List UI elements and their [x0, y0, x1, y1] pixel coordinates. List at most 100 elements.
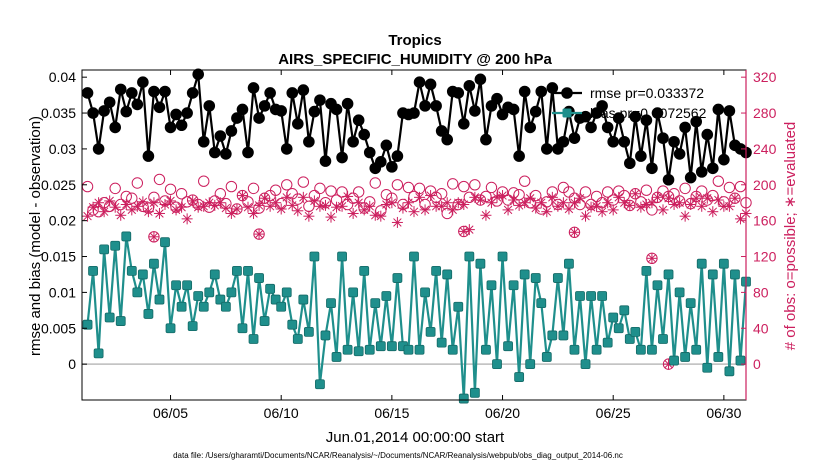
- rmse-point: [242, 146, 254, 159]
- obs-evaluated-point: [674, 197, 686, 209]
- rmse-point: [236, 103, 249, 116]
- bias-point: [88, 265, 98, 276]
- bias-point: [198, 301, 209, 312]
- obs-possible-point: [153, 173, 166, 186]
- rmse-point: [541, 143, 553, 155]
- bias-point: [630, 326, 641, 337]
- x-tick-label: 06/20: [485, 405, 520, 421]
- obs-evaluated-point: [231, 203, 243, 215]
- bias-point: [658, 334, 668, 344]
- obs-possible-point: [109, 182, 121, 195]
- obs-evaluated-point: [259, 192, 271, 204]
- obs-evaluated-point: [552, 200, 564, 212]
- y2-tick-label: 240: [753, 141, 777, 157]
- bias-point: [187, 321, 198, 332]
- obs-evaluated-point: [93, 197, 105, 209]
- obs-evaluated-point: [602, 197, 614, 209]
- obs-evaluated-point: [181, 213, 193, 225]
- rmse-point: [684, 171, 697, 184]
- obs-evaluated-point: [187, 195, 199, 207]
- bias-point: [409, 251, 419, 262]
- obs-evaluated-point: [253, 228, 265, 240]
- obs-evaluated-point: [319, 199, 331, 211]
- obs-evaluated-point: [701, 192, 713, 204]
- rmse-point: [441, 133, 454, 146]
- obs-evaluated-point: [347, 207, 359, 219]
- bias-point: [359, 265, 370, 276]
- rmse-point: [380, 139, 393, 152]
- obs-evaluated-point: [646, 252, 658, 264]
- obs-evaluated-point: [607, 204, 619, 216]
- bias-point: [475, 258, 486, 269]
- x-tick-label: 06/15: [374, 405, 409, 421]
- rmse-point: [308, 105, 321, 118]
- rmse-point: [164, 121, 177, 134]
- rmse-point: [341, 97, 354, 110]
- rmse-point: [358, 128, 371, 141]
- rmse-point: [673, 148, 686, 160]
- rmse-point: [524, 121, 536, 134]
- obs-evaluated-point: [574, 192, 586, 204]
- bias-point: [586, 291, 596, 301]
- rmse-point: [386, 161, 398, 173]
- obs-possible-point: [679, 182, 691, 195]
- obs-evaluated-point: [502, 204, 514, 216]
- rmse-point: [662, 173, 675, 186]
- rmse-point: [480, 133, 492, 146]
- obs-possible-point: [458, 180, 470, 193]
- y2-tick-label: 40: [753, 320, 769, 336]
- rmse-point: [408, 107, 420, 119]
- obs-evaluated-point: [546, 191, 558, 203]
- obs-possible-point: [175, 188, 188, 200]
- obs-possible-point: [402, 181, 415, 194]
- rmse-point: [197, 135, 210, 148]
- obs-possible-point: [126, 192, 138, 204]
- bias-point: [276, 301, 287, 312]
- obs-evaluated-point: [98, 206, 110, 218]
- obs-evaluated-point: [109, 201, 121, 213]
- obs-evaluated-point: [663, 192, 675, 204]
- obs-evaluated-point: [408, 206, 420, 218]
- obs-possible-point: [601, 186, 614, 198]
- obs-evaluated-point: [657, 204, 669, 216]
- bias-point: [635, 344, 646, 355]
- obs-evaluated-point: [353, 197, 365, 209]
- y-tick-label: 0.015: [41, 249, 76, 265]
- bias-point: [386, 341, 397, 352]
- y2-axis-label: # of obs: o=possible; ∗=evaluated: [782, 122, 799, 351]
- x-axis-label: Jun.01,2014 00:00:00 start: [326, 429, 505, 446]
- rmse-point: [712, 103, 725, 116]
- rmse-point: [657, 132, 669, 144]
- bias-point: [486, 280, 497, 291]
- rmse-point: [474, 73, 487, 86]
- bias-point: [342, 344, 353, 355]
- obs-possible-point: [485, 181, 498, 194]
- y-tick-label: 0: [68, 356, 76, 372]
- rmse-point: [352, 114, 365, 127]
- obs-evaluated-point: [580, 210, 592, 222]
- x-tick-label: 06/30: [706, 405, 741, 421]
- rmse-point: [220, 148, 232, 160]
- obs-possible-point: [198, 175, 210, 187]
- rmse-point: [131, 98, 144, 111]
- bias-point: [663, 269, 674, 280]
- bias-point: [685, 298, 696, 309]
- y-tick-label: 0.025: [41, 177, 76, 193]
- obs-evaluated-point: [629, 188, 641, 200]
- bias-point: [126, 265, 137, 276]
- obs-evaluated-point: [270, 197, 282, 209]
- obs-evaluated-point: [369, 209, 381, 221]
- rmse-point: [92, 143, 105, 155]
- bias-point: [425, 326, 436, 337]
- obs-possible-point: [247, 182, 260, 195]
- obs-possible-point: [640, 184, 653, 196]
- obs-evaluated-point: [192, 201, 204, 213]
- rmse-point: [579, 110, 592, 123]
- bias-point: [232, 265, 242, 276]
- rmse-point: [203, 100, 216, 112]
- obs-evaluated-point: [436, 200, 448, 212]
- bias-point: [481, 344, 491, 355]
- bias-point: [652, 280, 663, 291]
- rmse-point: [114, 83, 127, 96]
- rmse-point: [601, 121, 614, 134]
